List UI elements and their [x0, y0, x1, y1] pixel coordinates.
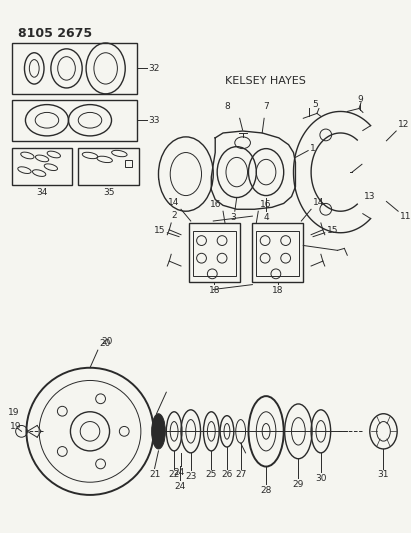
Text: 1: 1 — [310, 144, 316, 153]
Text: 35: 35 — [103, 188, 114, 197]
Text: 27: 27 — [235, 471, 246, 480]
Text: 23: 23 — [185, 472, 196, 481]
Text: 32: 32 — [149, 64, 160, 73]
Text: 8105 2675: 8105 2675 — [18, 27, 92, 41]
Bar — [125, 160, 132, 167]
Text: 26: 26 — [221, 471, 233, 480]
Text: 34: 34 — [37, 188, 48, 197]
Text: 16: 16 — [210, 200, 221, 209]
Text: 14: 14 — [168, 198, 179, 207]
Text: 5: 5 — [312, 100, 318, 109]
Text: 18: 18 — [272, 286, 284, 295]
Bar — [12, 43, 137, 94]
Ellipse shape — [152, 414, 165, 449]
Text: 31: 31 — [378, 471, 389, 480]
Text: 22: 22 — [169, 471, 180, 480]
Bar — [193, 231, 236, 276]
Text: 15: 15 — [327, 227, 338, 235]
Text: 2: 2 — [171, 211, 177, 220]
Text: 9: 9 — [357, 95, 363, 103]
Text: 7: 7 — [263, 102, 269, 111]
Bar — [78, 148, 139, 185]
Text: 21: 21 — [149, 471, 160, 480]
Text: 19: 19 — [10, 422, 21, 431]
Text: 15: 15 — [154, 227, 165, 235]
Text: 25: 25 — [206, 471, 217, 480]
Text: 4: 4 — [263, 213, 269, 222]
Text: 24: 24 — [173, 467, 185, 477]
Text: 3: 3 — [230, 213, 236, 222]
Text: 18: 18 — [208, 286, 220, 295]
Text: KELSEY HAYES: KELSEY HAYES — [225, 76, 306, 86]
Bar — [12, 148, 72, 185]
Text: 13: 13 — [364, 192, 375, 200]
Bar — [252, 223, 303, 281]
Bar — [189, 223, 240, 281]
Bar — [12, 100, 137, 141]
Text: 30: 30 — [315, 474, 327, 483]
Text: 33: 33 — [149, 116, 160, 125]
Text: 8: 8 — [224, 102, 230, 111]
Text: 14: 14 — [313, 198, 324, 207]
Text: 20: 20 — [102, 337, 113, 346]
Bar — [256, 231, 299, 276]
Text: 29: 29 — [293, 480, 304, 489]
Text: 16: 16 — [260, 200, 272, 209]
Text: 28: 28 — [261, 486, 272, 495]
Text: 24: 24 — [174, 482, 186, 491]
Text: 20: 20 — [100, 339, 111, 348]
Text: 12: 12 — [398, 120, 409, 129]
Text: 19: 19 — [8, 408, 19, 417]
Text: 11: 11 — [400, 212, 411, 221]
